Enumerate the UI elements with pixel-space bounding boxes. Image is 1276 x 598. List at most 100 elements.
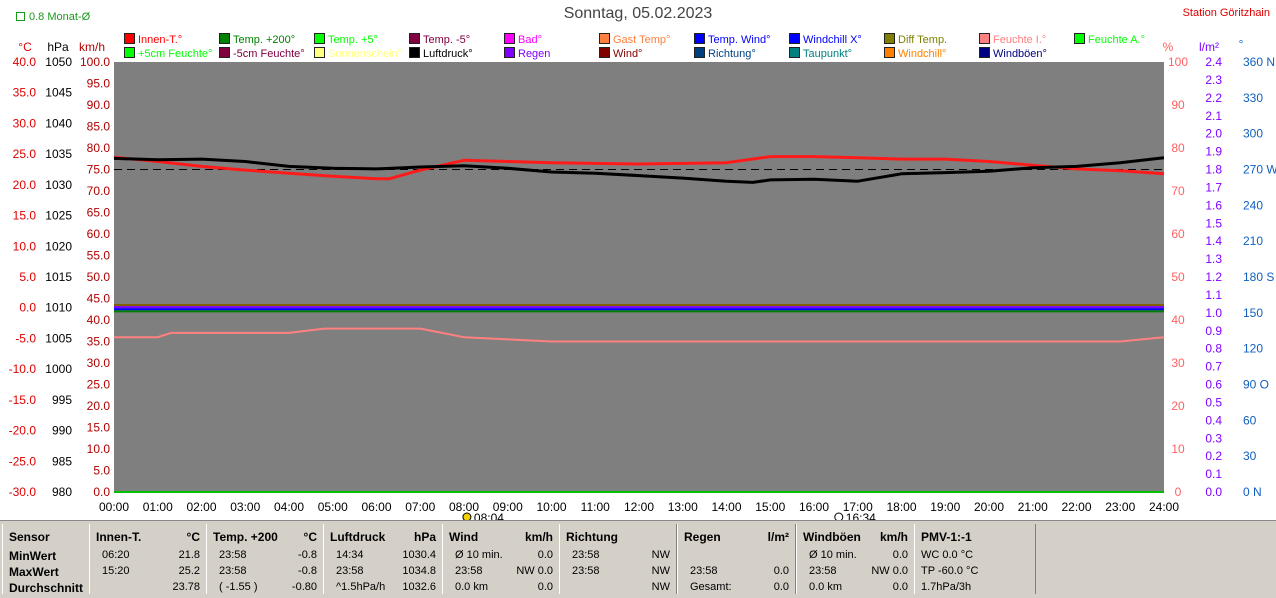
checkbox-icon[interactable] — [16, 12, 25, 21]
legend-label: Temp. +5° — [328, 34, 378, 46]
direction-tick-label: 360 N — [1243, 55, 1275, 69]
rain-tick-label: 2.4 — [1205, 55, 1222, 69]
stat-value: -0.8 — [298, 549, 317, 561]
month-toggle-label: 0.8 Monat-Ø — [29, 11, 91, 23]
legend-item[interactable]: Windchill° — [884, 47, 946, 60]
stat-value: Durchschnitt — [9, 581, 84, 595]
percent-tick-label: 90 — [1171, 98, 1185, 112]
legend-item[interactable]: Windchill X° — [789, 33, 862, 46]
rain-tick-label: 2.2 — [1205, 91, 1222, 105]
legend-item[interactable]: Richtung° — [694, 47, 756, 60]
stat-value: MinWert — [9, 549, 57, 563]
legend-swatch — [409, 47, 420, 58]
legend-item[interactable]: Wind° — [599, 47, 642, 60]
rain-tick-label: 0.6 — [1205, 378, 1222, 392]
legend-swatch — [1074, 33, 1085, 44]
legend-label: Feuchte A.° — [1088, 34, 1145, 46]
stat-time: 23:58 — [219, 565, 247, 577]
sunrise-label: 08:04 — [474, 511, 504, 520]
legend-swatch — [694, 33, 705, 44]
legend-item[interactable]: Feuchte I.° — [979, 33, 1046, 46]
stat-value: -0.80 — [291, 581, 317, 593]
x-tick-label: 01:00 — [143, 500, 173, 514]
stat-unit: hPa — [413, 530, 436, 544]
legend-label: Windchill X° — [803, 34, 862, 46]
axis-title-percent: % — [1163, 40, 1174, 54]
stat-time: 23:58 — [809, 565, 837, 577]
legend-item[interactable]: Innen-T.° — [124, 33, 182, 46]
temp-tick-label: 10.0 — [13, 239, 37, 253]
kmh-tick-label: 5.0 — [93, 464, 110, 478]
stat-time: ^1.5hPa/h — [336, 581, 386, 593]
legend-label: -5cm Feuchte° — [233, 48, 305, 60]
legend-swatch — [979, 47, 990, 58]
legend-item[interactable]: Feuchte A.° — [1074, 33, 1145, 46]
legend-item[interactable]: Bad° — [504, 33, 542, 46]
legend-item[interactable]: Temp. +5° — [314, 33, 378, 46]
direction-tick-label: 240 — [1243, 198, 1263, 212]
legend-item[interactable]: Diff Temp. — [884, 33, 947, 46]
series-line-2 — [114, 327, 1165, 343]
x-tick-label: 16:00 — [799, 500, 829, 514]
legend-label: +5cm Feuchte° — [138, 48, 213, 60]
direction-tick-label: 180 S — [1243, 270, 1274, 284]
stat-value: 0.0 — [892, 581, 908, 593]
legend-label: Gast Temp° — [613, 34, 671, 46]
legend-item[interactable]: +5cm Feuchte° — [124, 47, 212, 60]
hpa-tick-label: 985 — [52, 454, 72, 468]
x-tick-label: 09:00 — [493, 500, 523, 514]
legend-label: Temp. Wind° — [708, 34, 771, 46]
x-tick-label: 19:00 — [930, 500, 960, 514]
legend-label: Innen-T.° — [138, 34, 183, 46]
legend-item[interactable]: Luftdruck° — [409, 47, 473, 60]
series-line-0 — [113, 155, 1165, 181]
kmh-tick-label: 90.0 — [87, 98, 111, 112]
stat-unit: °C — [303, 530, 317, 544]
stat-title: Temp. +200 — [213, 530, 278, 544]
stat-value: NW — [651, 549, 670, 561]
stat-time: 23:58 — [572, 549, 600, 561]
legend-swatch — [314, 47, 325, 58]
hpa-tick-label: 1045 — [45, 86, 72, 100]
stat-unit: l/m² — [767, 530, 789, 544]
stat-value: 1034.8 — [402, 565, 436, 577]
rain-tick-label: 1.8 — [1205, 163, 1222, 177]
legend-item[interactable]: Windböen° — [979, 47, 1047, 60]
x-tick-label: 21:00 — [1018, 500, 1048, 514]
month-average-toggle[interactable]: 0.8 Monat-Ø — [16, 11, 90, 23]
stat-title: Sensor — [9, 530, 50, 544]
legend-item[interactable]: Taupunkt° — [789, 47, 852, 60]
stat-panel-sensor: Sensor MinWert MaxWert Durchschnitt — [2, 524, 90, 595]
kmh-tick-label: 75.0 — [87, 163, 111, 177]
stat-panel-luftdruck: Luftdruck hPa 14:34 1030.4 23:58 1034.8 ^1.5hP… — [323, 524, 443, 594]
legend-item[interactable]: Temp. -5° — [409, 33, 470, 46]
legend-swatch — [599, 33, 610, 44]
chart-area: °C hPa km/h% l/m² ° 40.0 35.0 30.0 25.0 20.0 15.0 1… — [8, 5, 1276, 520]
temp-tick-label: -5.0 — [15, 331, 36, 345]
x-tick-label: 17:00 — [843, 500, 873, 514]
legend-label: Bad° — [518, 34, 542, 46]
hpa-tick-label: 1035 — [45, 147, 72, 161]
stat-time: 23:58 — [336, 565, 364, 577]
temp-tick-label: -25.0 — [9, 454, 37, 468]
direction-tick-label: 210 — [1243, 234, 1263, 248]
x-tick-label: 23:00 — [1105, 500, 1135, 514]
legend-swatch — [314, 33, 325, 44]
legend-item[interactable]: Gast Temp° — [599, 33, 670, 46]
legend-label: Windböen° — [993, 48, 1047, 60]
legend-item[interactable]: Regen — [504, 47, 550, 60]
rain-tick-label: 1.2 — [1205, 270, 1222, 284]
stat-time: 23:58 — [455, 565, 483, 577]
stat-panel-wind: Wind km/h Ø 10 min. 0.0 23:58 NW 0.0 0.0 km 0.0 — [442, 524, 560, 594]
legend-item[interactable]: -5cm Feuchte° — [219, 47, 305, 60]
stat-value: 1032.6 — [402, 581, 436, 593]
x-tick-label: 11:00 — [581, 500, 610, 514]
percent-tick-label: 60 — [1171, 227, 1185, 241]
kmh-tick-label: 10.0 — [87, 442, 111, 456]
stat-value: NW 0.0 — [516, 565, 553, 577]
legend-item[interactable]: Temp. Wind° — [694, 33, 770, 46]
stat-title: Luftdruck — [330, 530, 386, 544]
legend-item[interactable]: Sonnenschein° — [314, 47, 402, 60]
stat-time: 23:58 — [219, 549, 247, 561]
legend-item[interactable]: Temp. +200° — [219, 33, 295, 46]
